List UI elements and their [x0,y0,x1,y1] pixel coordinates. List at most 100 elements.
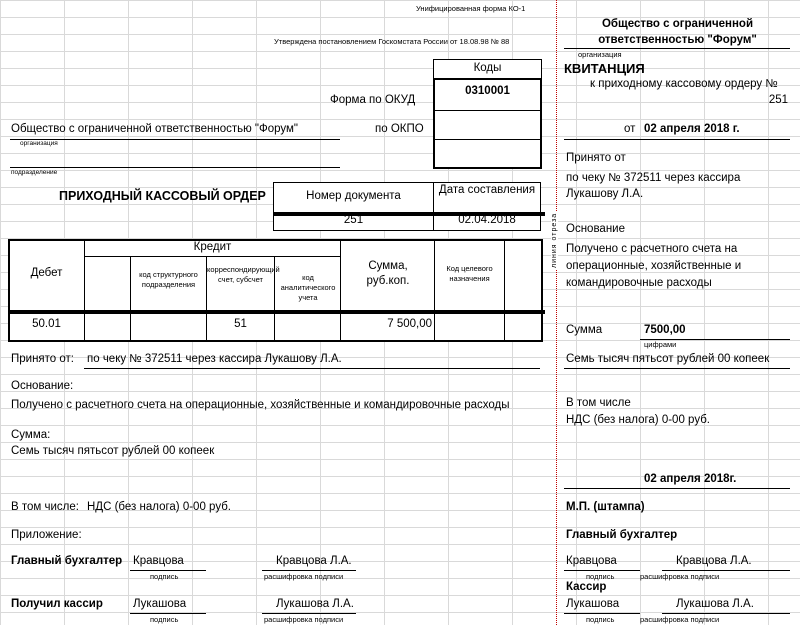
receipt-including-value: НДС (без налога) 0-00 руб. [566,414,710,426]
doc-number: 251 [343,214,364,226]
credit-divider [84,256,340,257]
col-analytic-code: код аналитического учета [280,273,336,302]
including-value: НДС (без налога) 0-00 руб. [87,501,231,513]
receipt-chief-accountant-label: Главный бухгалтер [566,529,678,541]
okud-label: Форма по ОКУД [330,94,416,106]
subdivision-line [10,167,340,168]
chief-accountant-name: Кравцова Л.А. [276,555,352,567]
col-struct-code: код структурного подразделения [139,270,198,289]
receipt-chief-accountant-name: Кравцова Л.А. [676,555,752,567]
cut-line [556,0,557,625]
decode-caption: расшифровка подписи [264,615,344,624]
receipt-decode-line [662,570,790,571]
doc-box-divider [433,182,434,230]
doc-number-header: Номер документа [306,190,401,202]
doc-date: 02.04.2018 [458,214,516,226]
received-from-line [84,368,540,369]
receipt-organization: Общество с ограниченной ответственностью… [598,18,757,46]
basis-label: Основание: [11,380,74,392]
codes-box [433,78,542,169]
receipt-organization-line [564,48,790,49]
receipt-bottom-date: 02 апреля 2018г. [644,473,737,485]
unified-form-label: Унифицированная форма КО-1 [416,4,526,13]
receipt-title: КВИТАНЦИЯ [564,61,645,76]
col-sum: Сумма, руб.коп. [366,260,410,287]
decode-line [262,570,356,571]
table-col-divider [206,256,207,340]
receipt-organization-caption: организация [578,50,622,59]
receipt-decode-line [662,613,790,614]
table-col-divider [274,256,275,340]
cashier-name: Лукашова Л.А. [276,598,354,610]
receipt-decode-caption: расшифровка подписи [640,615,720,624]
col-corr-account: корреспондирующий счет, субсчет [207,265,280,284]
table-col-divider [434,239,435,340]
col-credit: Кредит [193,241,232,253]
receipt-received-from-label: Принято от [566,152,626,164]
receipt-chief-accountant-sign: Кравцова [566,555,617,567]
received-from-label: Принято от: [11,353,74,365]
receipt-digits-caption: цифрами [644,340,677,349]
receipt-date: 02 апреля 2018 г. [644,123,740,135]
receipt-decode-caption: расшифровка подписи [640,572,720,581]
receipt-sum-words-line [564,368,790,369]
cashier-sign: Лукашова [133,598,187,610]
signature-line [130,613,206,614]
codes-divider [433,110,541,111]
receipt-signature-caption: подпись [586,572,615,581]
cut-line-label: линия отреза [551,210,558,270]
document-title: ПРИХОДНЫЙ КАССОВЫЙ ОРДЕР [59,189,266,203]
receipt-stamp: М.П. (штампа) [566,501,645,513]
cashier-label: Получил кассир [11,598,103,610]
approval-note: Утверждена постановлением Госкомстата Ро… [274,37,510,46]
receipt-bottom-date-line [564,488,790,489]
codes-divider [433,139,541,140]
row-debit: 50.01 [32,318,61,330]
table-col-divider [504,239,505,340]
decode-line [262,613,356,614]
receipt-sum-label: Сумма [566,324,603,336]
table-col-divider [340,239,341,340]
okud-code: 0310001 [465,85,510,97]
appendix-label: Приложение: [11,529,82,541]
organization-line [10,139,340,140]
receipt-sum-value: 7500,00 [644,324,686,336]
col-purpose-code: Код целевого назначения [446,264,493,283]
sum-label: Сумма: [11,429,51,441]
table-col-divider [84,239,85,340]
receipt-received-from-value: по чеку № 372511 через кассира Лукашову … [566,172,741,200]
col-debit: Дебет [30,267,63,279]
subdivision-caption: подразделение [11,169,58,176]
row-corr-account: 51 [234,318,247,330]
organization-name: Общество с ограниченной ответственностью… [11,123,299,135]
receipt-signature-line [564,570,640,571]
receipt-signature-caption: подпись [586,615,615,624]
chief-accountant-sign: Кравцова [133,555,184,567]
doc-number-date-box [273,182,541,231]
basis-value: Получено с расчетного счета на операцион… [11,399,510,411]
doc-box-divider [273,212,545,216]
signature-caption: подпись [150,572,179,581]
chief-accountant-label: Главный бухгалтер [11,555,123,567]
receipt-date-prefix: от [624,123,636,135]
receipt-signature-line [564,613,640,614]
organization-caption: организация [20,140,58,147]
table-header-divider [8,310,545,314]
accounting-table [8,239,543,342]
receipt-including-label: В том числе [566,397,631,409]
receipt-cashier-name: Лукашова Л.А. [676,598,754,610]
row-sum: 7 500,00 [387,318,432,330]
signature-caption: подпись [150,615,179,624]
including-label: В том числе: [11,501,79,513]
table-col-divider [130,256,131,340]
signature-line [130,570,206,571]
receipt-cashier-label: Кассир [566,581,607,593]
receipt-date-line [564,139,790,140]
okpo-label: по ОКПО [375,123,424,135]
sum-in-words: Семь тысяч пятьсот рублей 00 копеек [11,445,215,457]
receipt-cashier-sign: Лукашова [566,598,620,610]
receipt-basis-label: Основание [566,223,625,235]
doc-date-header: Дата составления [438,184,536,196]
decode-caption: расшифровка подписи [264,572,344,581]
received-from-value: по чеку № 372511 через кассира Лукашову … [87,353,342,365]
